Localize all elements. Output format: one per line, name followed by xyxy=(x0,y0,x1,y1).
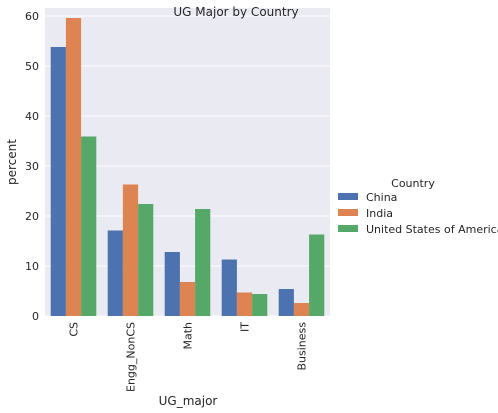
bar-Math-United-States-of-America xyxy=(195,209,211,316)
x-tick-label: IT xyxy=(239,322,252,332)
bar-Engg_NonCS-China xyxy=(107,230,123,316)
y-tick-label: 60 xyxy=(25,10,39,23)
y-tick-label: 0 xyxy=(32,310,39,323)
y-tick-label: 10 xyxy=(25,260,39,273)
bar-Math-India xyxy=(179,282,196,316)
legend-title: Country xyxy=(391,177,435,190)
bar-IT-China xyxy=(221,259,237,316)
legend-label: China xyxy=(366,191,397,204)
bar-IT-United-States-of-America xyxy=(252,294,268,316)
x-axis-ticks: CS Engg_NonCS Math IT Business xyxy=(68,322,309,392)
y-tick-label: 30 xyxy=(25,160,39,173)
x-tick-label: Math xyxy=(182,322,195,350)
y-axis-ticks: 0 10 20 30 40 50 60 xyxy=(25,10,39,323)
bar-CS-China xyxy=(50,47,66,316)
legend-swatch xyxy=(338,225,358,232)
x-tick-label: CS xyxy=(68,322,81,337)
y-axis-label: percent xyxy=(5,139,19,185)
bar-Math-China xyxy=(164,252,180,316)
legend-label: India xyxy=(366,207,393,220)
bars xyxy=(50,18,325,316)
bar-CS-United-States-of-America xyxy=(81,136,97,316)
legend-swatch xyxy=(338,193,358,200)
bar-Engg_NonCS-India xyxy=(122,184,139,316)
bar-Engg_NonCS-United-States-of-America xyxy=(138,204,154,316)
bar-CS-India xyxy=(65,18,82,316)
legend-label: United States of America xyxy=(366,223,498,236)
bar-Business-China xyxy=(278,289,294,316)
bar-IT-India xyxy=(236,292,253,316)
x-axis-label: UG_major xyxy=(159,394,218,408)
y-tick-label: 40 xyxy=(25,110,39,123)
y-tick-label: 50 xyxy=(25,60,39,73)
legend-swatch xyxy=(338,209,358,216)
legend: Country China India United States of Ameri… xyxy=(338,177,498,236)
bar-Business-United-States-of-America xyxy=(309,234,325,316)
x-tick-label: Business xyxy=(296,322,309,371)
y-tick-label: 20 xyxy=(25,210,39,223)
bar-Business-India xyxy=(293,303,310,316)
chart-title: UG Major by Country xyxy=(173,5,298,19)
x-tick-label: Engg_NonCS xyxy=(125,322,138,392)
